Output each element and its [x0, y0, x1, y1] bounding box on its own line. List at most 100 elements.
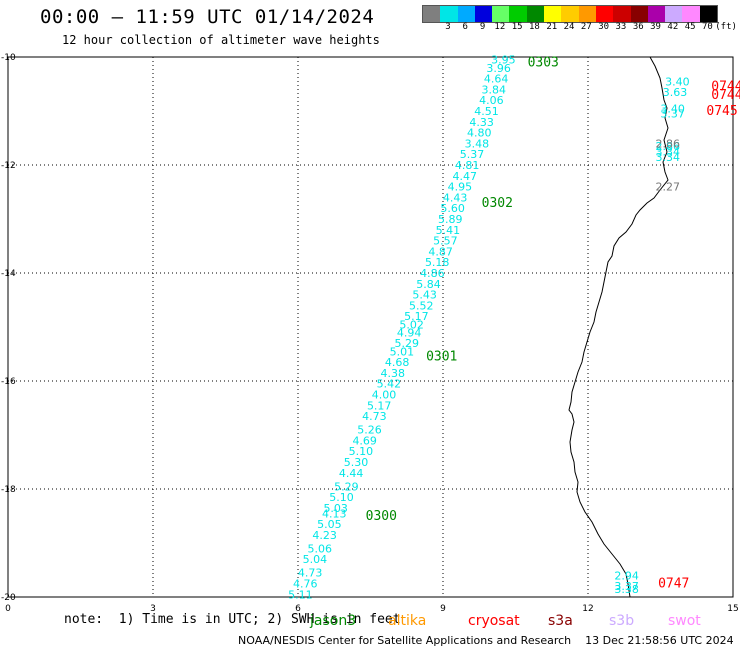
color-legend: [422, 5, 719, 23]
legend-swatch: [544, 6, 562, 22]
wave-height-value: 5.89: [438, 213, 463, 226]
wave-height-value: 4.95: [448, 181, 473, 194]
legend-label: 45: [684, 22, 696, 32]
x-tick-label: 15: [727, 604, 738, 614]
legend-swatch: [630, 6, 648, 22]
y-tick-label: -14: [1, 269, 16, 279]
wave-height-value: 4.86: [420, 267, 445, 280]
y-tick-label: -10: [1, 53, 16, 63]
wave-height-value: 3.37: [660, 108, 685, 121]
legend-swatch: [440, 6, 458, 22]
wave-height-value: 3.63: [663, 86, 688, 99]
wave-height-value: 5.52: [409, 299, 434, 312]
wave-height-value: 4.69: [352, 434, 377, 447]
page-title: 00:00 – 11:59 UTC 01/14/2024: [40, 6, 375, 28]
wave-height-value: 5.10: [349, 445, 374, 458]
satellite-legend-item: s3a: [548, 613, 573, 629]
x-tick-label: 0: [5, 604, 11, 614]
wave-height-value: 5.29: [334, 480, 359, 493]
legend-swatch: [492, 6, 510, 22]
wave-height-value: 5.04: [303, 553, 328, 566]
wave-height-value: 4.33: [469, 116, 494, 129]
wave-height-value: 4.23: [312, 529, 337, 542]
legend-swatch: [699, 6, 718, 22]
track-time-label: 0745: [706, 104, 737, 119]
wave-height-value: 2.94: [614, 569, 639, 582]
legend-swatch: [423, 6, 441, 22]
track-time-label: 0302: [482, 196, 513, 211]
legend-swatch: [682, 6, 700, 22]
legend-label: 70: [702, 22, 713, 32]
wave-height-value: 4.51: [474, 105, 499, 118]
wave-height-value: 4.76: [293, 578, 318, 591]
wave-height-value: 4.80: [467, 127, 492, 140]
satellite-legend-item: cryosat: [468, 613, 520, 629]
wave-height-value: 2.86: [656, 140, 681, 153]
legend-label: 39: [650, 22, 661, 32]
wave-height-value: 5.42: [377, 378, 402, 391]
wave-height-value: 5.30: [344, 456, 369, 469]
wave-height-value: 4.47: [453, 170, 478, 183]
satellite-legend-item: altika: [388, 613, 427, 629]
satellite-legend-item: s3b: [609, 613, 635, 629]
wave-height-value: 5.17: [367, 399, 392, 412]
track-time-label: 0300: [366, 509, 397, 524]
wave-height-value: 4.06: [479, 94, 504, 107]
legend-swatch: [526, 6, 545, 22]
wave-height-value: 5.57: [433, 235, 458, 248]
wave-height-value: 5.05: [317, 518, 342, 531]
wave-height-value: 3.84: [482, 83, 507, 96]
legend-swatch: [578, 6, 596, 22]
y-tick-label: -16: [1, 377, 16, 387]
track-time-label: 0744: [711, 88, 740, 103]
legend-label: 27: [580, 22, 592, 32]
satellite-legend-item: swot: [668, 613, 701, 629]
x-tick-label: 12: [582, 604, 593, 614]
wave-height-value: 5.26: [357, 424, 382, 437]
x-tick-label: 9: [440, 604, 446, 614]
wave-height-value: 4.73: [362, 410, 387, 423]
legend-swatch: [474, 6, 493, 22]
wave-height-value: 5.37: [460, 148, 485, 161]
legend-label: 9: [479, 22, 486, 32]
wave-height-value: 4.38: [380, 367, 405, 380]
wave-height-value: 5.18: [425, 256, 450, 269]
legend-label: 15: [511, 22, 523, 32]
wave-height-value: 2.27: [656, 181, 681, 194]
legend-label: 12: [494, 22, 506, 32]
legend-label: 42: [667, 22, 679, 32]
legend-unit: (ft): [715, 22, 737, 32]
wave-height-value: 4.44: [339, 467, 364, 480]
footer-credit: NOAA/NESDIS Center for Satellite Applica…: [238, 634, 734, 647]
legend-label: 3: [445, 22, 451, 32]
legend-swatch: [561, 6, 579, 22]
x-tick-label: 3: [150, 604, 156, 614]
legend-swatch: [647, 6, 666, 22]
plot-frame: [7, 56, 734, 598]
legend-label: 33: [615, 22, 627, 32]
legend-label: 18: [529, 22, 540, 32]
legend-swatch: [665, 6, 683, 22]
legend-swatch: [457, 6, 475, 22]
page-subtitle: 12 hour collection of altimeter wave hei…: [62, 33, 380, 47]
wave-height-value: 5.41: [436, 224, 461, 237]
wave-height-value: 5.10: [329, 491, 354, 504]
legend-label: 24: [563, 22, 575, 32]
wave-height-value: 4.73: [298, 567, 323, 580]
wave-height-value: 5.84: [416, 278, 441, 291]
wave-height-value: 4.81: [455, 159, 480, 172]
wave-height-value: 4.43: [443, 191, 468, 204]
y-tick-label: -20: [1, 593, 16, 603]
legend-labels: 3 6 9 12 15 18 21 24 27 30 33 36 39 42 45 70 (ft): [422, 22, 740, 36]
wave-height-value: 5.60: [440, 202, 465, 215]
wave-height-value: 5.11: [288, 588, 313, 601]
wave-height-value: 5.02: [399, 318, 424, 331]
y-tick-label: -12: [1, 161, 16, 171]
wave-height-value: 5.06: [308, 542, 333, 555]
wave-height-value: 5.03: [323, 502, 348, 515]
wave-height-value: 5.29: [395, 337, 420, 350]
wave-height-value: 3.40: [665, 75, 690, 88]
wave-height-value: 4.00: [372, 389, 397, 402]
legend-swatch: [595, 6, 614, 22]
wave-height-value: 4.87: [428, 245, 453, 258]
